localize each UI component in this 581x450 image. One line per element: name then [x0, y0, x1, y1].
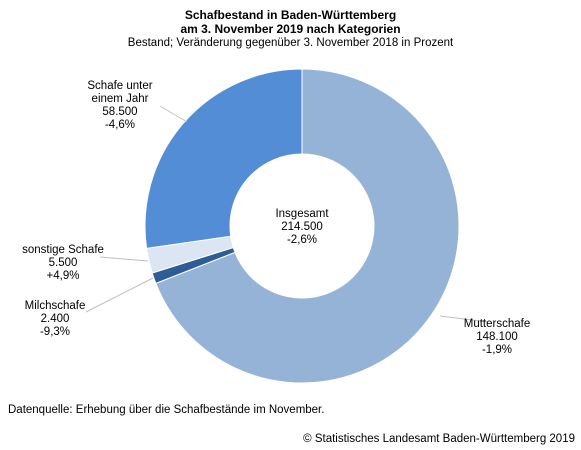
center-label-value: 214.500: [281, 221, 323, 233]
center-label-change: -2,6%: [287, 234, 317, 246]
copyright-note: © Statistisches Landesamt Baden-Württemb…: [303, 433, 575, 445]
chart-title-line-2: am 3. November 2019 nach Kategorien: [180, 22, 401, 36]
slice-label-name: Mutterschafe: [464, 318, 530, 330]
chart-title-block: Schafbestand in Baden-Württemberg am 3. …: [0, 8, 581, 50]
slice-label-value: 2.400: [41, 313, 70, 325]
center-total-label: Insgesamt 214.500 -2,6%: [275, 208, 329, 246]
leader-lines: [85, 105, 489, 323]
donut-chart: Mutterschafe 148.100 -1,9% Milchschafe 2.400…: [22, 68, 530, 384]
leader-line-sonstige-schafe: [99, 256, 149, 262]
leader-line-milchschafe: [85, 277, 154, 313]
slice-label-sonstige-schafe: sonstige Schafe 5.500 +4,9%: [22, 244, 104, 282]
slice-label-change: -1,9%: [482, 344, 512, 356]
slice-label-value: 58.500: [102, 106, 137, 118]
slice-label-name: Schafe unter: [87, 80, 152, 92]
slice-label-change: -4,6%: [105, 119, 135, 131]
slice-label-schafe-unter-einem-jahr: Schafe unter einem Jahr 58.500 -4,6%: [87, 80, 152, 131]
slice-labels: Mutterschafe 148.100 -1,9% Milchschafe 2.400…: [22, 80, 530, 356]
leader-line-schafe-unter-einem-jahr: [159, 105, 188, 123]
center-label: Insgesamt 214.500 -2,6%: [275, 208, 329, 246]
chart-subtitle: Bestand; Veränderung gegenüber 3. Novemb…: [127, 37, 454, 49]
slice-label-name: Milchschafe: [25, 300, 86, 312]
slice-label-name: einem Jahr: [92, 93, 149, 105]
slice-label-change: -9,3%: [40, 326, 70, 338]
slice-label-milchschafe: Milchschafe 2.400 -9,3%: [25, 300, 86, 338]
data-source-note: Datenquelle: Erhebung über die Schafbest…: [8, 404, 325, 416]
slice-label-name: sonstige Schafe: [22, 244, 104, 256]
slice-label-value: 148.100: [476, 331, 518, 343]
slice-label-mutterschafe: Mutterschafe 148.100 -1,9%: [464, 318, 530, 356]
slice-label-change: +4,9%: [47, 270, 80, 282]
leader-line-mutterschafe: [439, 315, 489, 323]
slice-schafe-unter-einem-jahr: [144, 68, 303, 249]
donut-slices: [144, 68, 460, 384]
chart-title-line-1: Schafbestand in Baden-Württemberg: [184, 8, 397, 22]
center-label-title: Insgesamt: [275, 208, 329, 220]
slice-label-value: 5.500: [49, 257, 78, 269]
slice-mutterschafe: [155, 68, 460, 384]
